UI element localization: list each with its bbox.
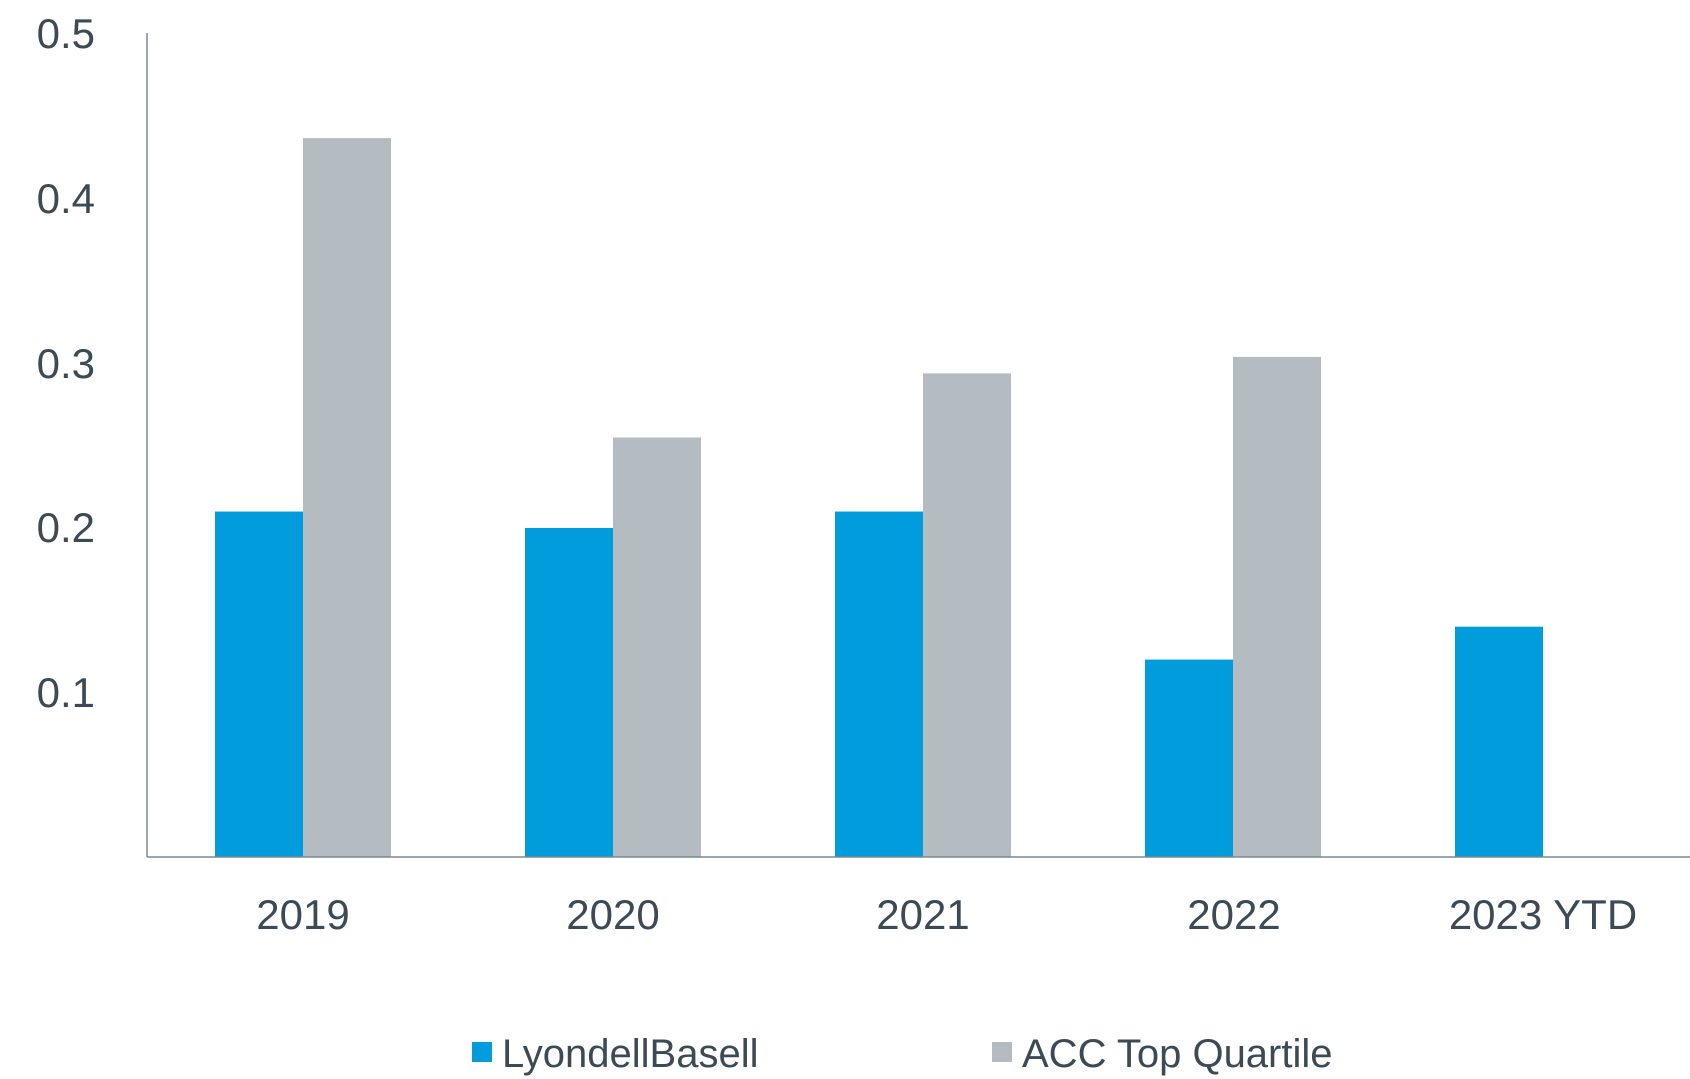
y-tick-label: 0.2 <box>37 504 95 551</box>
bar-lyondellbasell-2022 <box>1145 659 1233 857</box>
bar-lyondellbasell-2023-ytd <box>1455 626 1543 857</box>
legend-swatch-acc-top-quartile <box>992 1042 1012 1062</box>
bars <box>215 138 1543 857</box>
y-tick-label: 0.5 <box>37 10 95 57</box>
y-tick-label: 0.1 <box>37 669 95 716</box>
bar-lyondellbasell-2021 <box>835 511 923 857</box>
x-tick-label: 2019 <box>256 891 349 938</box>
y-tick-label: 0.3 <box>37 340 95 387</box>
y-axis-ticks: 0.5 0.4 0.3 0.2 0.1 <box>37 10 95 716</box>
x-tick-label: 2020 <box>566 891 659 938</box>
legend-label-lyondellbasell: LyondellBasell <box>502 1032 758 1076</box>
bar-acc-top-quartile-2020 <box>613 437 701 857</box>
bar-lyondellbasell-2020 <box>525 528 613 857</box>
legend: LyondellBasell ACC Top Quartile <box>472 1032 1333 1076</box>
y-tick-label: 0.4 <box>37 175 95 222</box>
legend-label-acc-top-quartile: ACC Top Quartile <box>1022 1032 1333 1076</box>
x-tick-label: 2022 <box>1187 891 1280 938</box>
bar-acc-top-quartile-2022 <box>1233 356 1321 857</box>
legend-swatch-lyondellbasell <box>472 1042 492 1062</box>
x-axis-ticks: 2019 2020 2021 2022 2023 YTD <box>256 891 1637 938</box>
bar-acc-top-quartile-2021 <box>923 373 1011 857</box>
bar-acc-top-quartile-2019 <box>303 138 391 857</box>
x-tick-label: 2023 YTD <box>1449 891 1637 938</box>
bar-lyondellbasell-2019 <box>215 511 303 857</box>
x-tick-label: 2021 <box>876 891 969 938</box>
